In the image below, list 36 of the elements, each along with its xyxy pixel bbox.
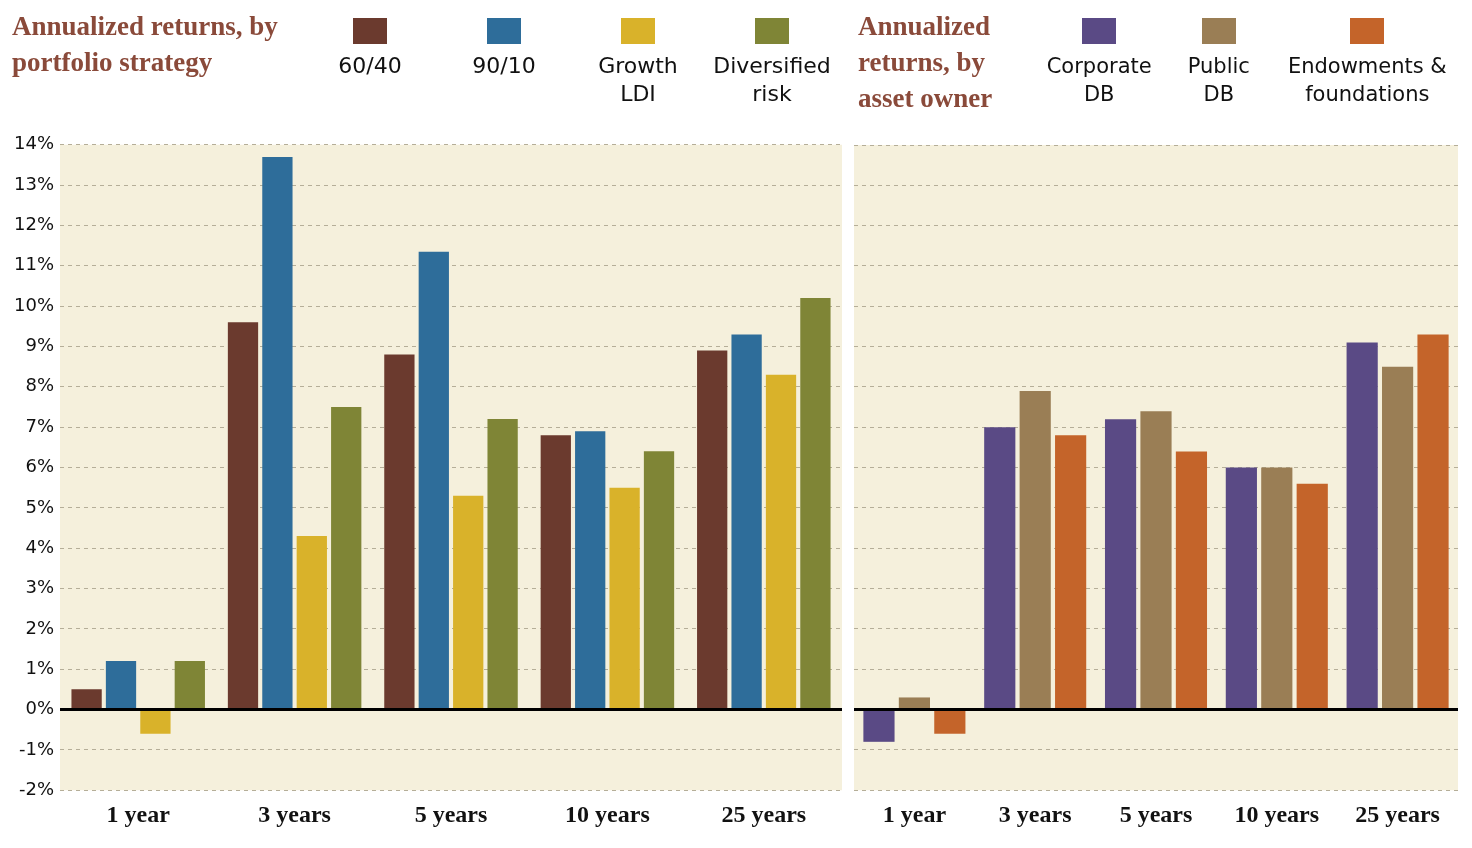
y-tick-label: 7% xyxy=(25,414,55,436)
x-tick-label: 3 years xyxy=(258,800,331,827)
x-tick-label: 3 years xyxy=(998,800,1072,827)
x-tick-label: 1 year xyxy=(106,800,171,827)
x-tick-label: 10 years xyxy=(1234,800,1320,827)
y-tick-label: 11% xyxy=(13,253,55,275)
legend-title: Annualized returns, by asset owner xyxy=(858,10,994,115)
x-tick-label: 25 years xyxy=(1355,800,1440,827)
y-tick-label: 0% xyxy=(25,697,55,719)
legend-label: Endowments & foundations xyxy=(1286,53,1448,108)
y-tick-label: 3% xyxy=(25,576,55,598)
x-tick-label: 5 years xyxy=(414,800,488,827)
y-tick-label: 9% xyxy=(25,334,55,356)
x-tick-label: 10 years xyxy=(565,800,650,827)
y-tick-label: 14% xyxy=(13,132,55,154)
y-tick-label: -2% xyxy=(18,777,55,799)
x-tick-label: 25 years xyxy=(721,800,807,827)
y-tick-label: -1% xyxy=(18,737,55,759)
x-tick-label: 5 years xyxy=(1119,800,1193,827)
y-tick-label: 13% xyxy=(13,172,55,194)
y-tick-label: 10% xyxy=(13,293,55,315)
legend-label: Growth LDI xyxy=(597,52,679,108)
y-tick-label: 4% xyxy=(25,535,55,557)
legend-label: 60/40 xyxy=(338,52,402,80)
y-tick-label: 12% xyxy=(13,213,55,235)
legend-label: Diversified risk xyxy=(713,52,831,108)
legend-label: Corporate DB xyxy=(1045,53,1153,108)
legend-title: Annualized returns, by portfolio strategy xyxy=(12,10,279,79)
y-tick-label: 2% xyxy=(25,616,55,638)
y-tick-label: 5% xyxy=(25,495,55,517)
x-tick-label: 1 year xyxy=(882,800,947,827)
y-tick-label: 8% xyxy=(25,374,55,396)
y-tick-label: 6% xyxy=(25,455,55,477)
y-tick-label: 1% xyxy=(25,656,55,678)
legend-label: Public DB xyxy=(1186,53,1251,108)
legend-label: 90/10 xyxy=(472,52,536,80)
